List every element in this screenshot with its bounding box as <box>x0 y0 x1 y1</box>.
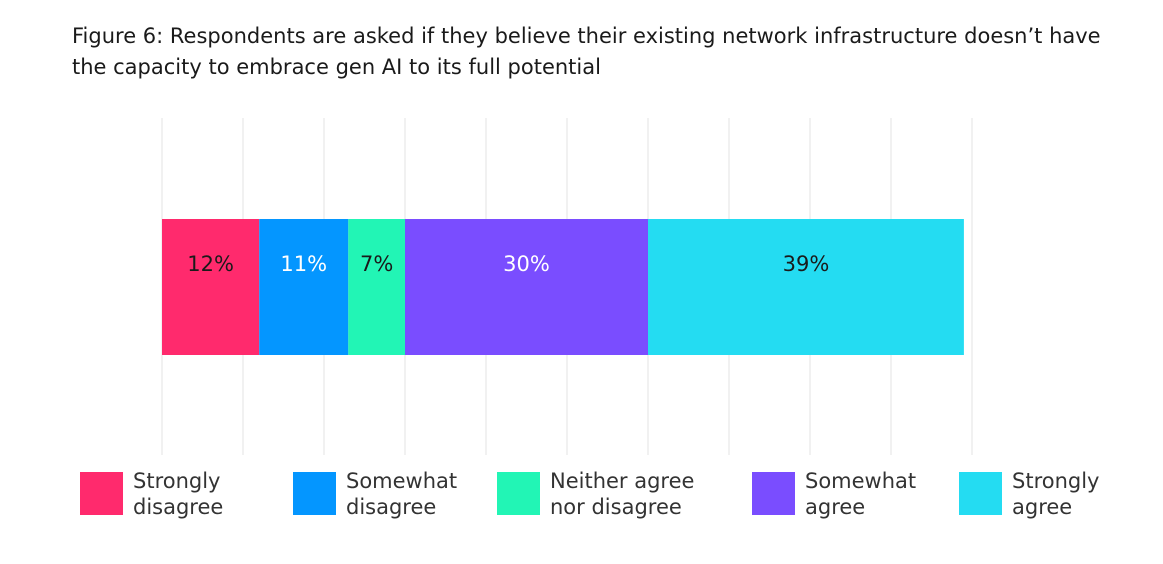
bar-segment <box>348 219 405 355</box>
legend-swatch <box>80 472 123 515</box>
bar-segments <box>162 219 964 355</box>
stacked-bar-chart: 12% 11% 7% 30% 39% <box>161 118 973 455</box>
legend-item: Strongly agree <box>959 468 1100 520</box>
legend-label-line: Strongly <box>1012 469 1100 493</box>
legend-swatch <box>959 472 1002 515</box>
legend-label-line: Strongly <box>133 469 221 493</box>
legend-item: Somewhat agree <box>752 468 916 520</box>
legend-label-line: nor disagree <box>550 495 682 519</box>
bar-segment <box>648 219 964 355</box>
legend-label: Strongly disagree <box>133 468 223 520</box>
legend-label-line: disagree <box>133 495 224 519</box>
legend-label: Somewhat agree <box>805 468 916 520</box>
data-label: 30% <box>503 252 550 276</box>
bar-segment <box>162 219 260 355</box>
legend-item: Strongly disagree <box>80 468 223 520</box>
legend-swatch <box>497 472 540 515</box>
legend-swatch <box>752 472 795 515</box>
chart-title: Figure 6: Respondents are asked if they … <box>72 24 1101 79</box>
legend-label-line: Somewhat <box>805 469 917 493</box>
legend-label: Strongly agree <box>1012 468 1100 520</box>
legend-label-line: agree <box>805 495 866 519</box>
bar-segment <box>405 219 648 355</box>
legend-item: Somewhat disagree <box>293 468 457 520</box>
legend-label: Somewhat disagree <box>346 468 457 520</box>
legend-label-line: Neither agree <box>550 469 695 493</box>
legend-label-line: disagree <box>346 495 437 519</box>
data-label: 39% <box>783 252 830 276</box>
data-label: 11% <box>280 252 327 276</box>
data-label: 7% <box>360 252 393 276</box>
data-labels: 12% 11% 7% 30% 39% <box>187 252 829 276</box>
bar-segment <box>259 219 349 355</box>
legend-item: Neither agree nor disagree <box>497 468 694 520</box>
legend-swatch <box>293 472 336 515</box>
legend-label-line: agree <box>1012 495 1073 519</box>
legend-label: Neither agree nor disagree <box>550 468 694 520</box>
legend-label-line: Somewhat <box>346 469 458 493</box>
data-label: 12% <box>187 252 234 276</box>
